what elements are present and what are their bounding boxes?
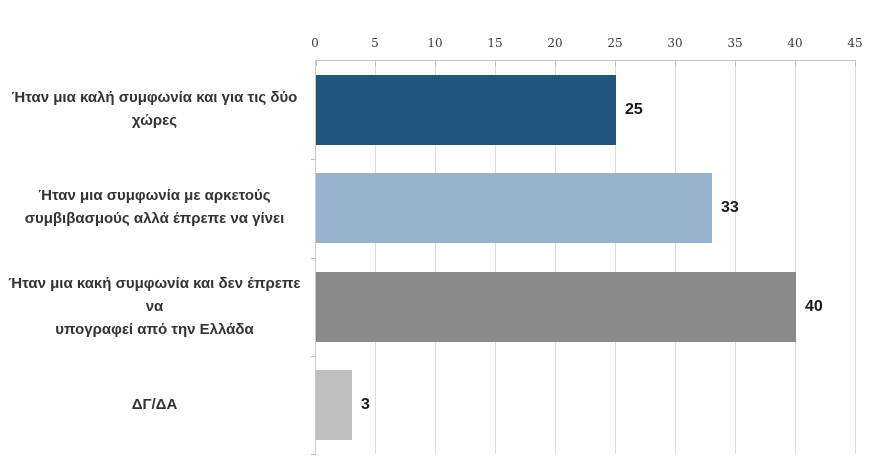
category-label-column: Ήταν μια καλή συμφωνία και για τις δύο χ… <box>0 60 309 453</box>
x-tick-label-10: 10 <box>427 36 443 50</box>
category-axis-tick-4 <box>311 454 316 455</box>
x-tick-label-35: 35 <box>727 36 743 50</box>
x-tick-mark-5 <box>375 61 376 66</box>
x-tick-mark-45 <box>855 61 856 66</box>
x-tick-mark-10 <box>435 61 436 66</box>
category-label-3: Ήταν μια κακή συμφωνία και δεν έπρεπε να… <box>8 274 301 338</box>
x-tick-mark-40 <box>795 61 796 66</box>
x-tick-label-40: 40 <box>787 36 803 50</box>
gridline-x-20 <box>555 61 556 454</box>
category-axis-tick-1 <box>311 159 316 160</box>
bar-1 <box>316 75 616 145</box>
category-label-1: Ήταν μια καλή συμφωνία και για τις δύο χ… <box>11 89 298 129</box>
gridline-x-40 <box>795 61 796 454</box>
gridline-x-45 <box>855 61 856 454</box>
x-tick-label-20: 20 <box>547 36 563 50</box>
x-tick-label-30: 30 <box>667 36 683 50</box>
x-tick-mark-0 <box>316 61 317 66</box>
x-tick-mark-20 <box>555 61 556 66</box>
gridline-x-15 <box>495 61 496 454</box>
x-axis-tick-labels: 0 5 10 15 20 25 30 35 40 45 <box>311 36 862 54</box>
x-tick-label-0: 0 <box>311 36 319 50</box>
x-tick-mark-35 <box>735 61 736 66</box>
category-axis-tick-3 <box>311 356 316 357</box>
x-tick-mark-15 <box>495 61 496 66</box>
bar-3 <box>316 272 796 342</box>
value-label-4: 3 <box>361 396 370 413</box>
x-tick-label-45: 45 <box>847 36 863 50</box>
category-axis-tick-2 <box>311 258 316 259</box>
gridline-x-10 <box>435 61 436 454</box>
gridline-x-5 <box>375 61 376 454</box>
x-tick-label-25: 25 <box>607 36 623 50</box>
bar-4 <box>316 370 352 440</box>
gridline-x-35 <box>735 61 736 454</box>
value-label-3: 40 <box>805 298 823 315</box>
value-label-1: 25 <box>625 101 643 118</box>
x-tick-mark-30 <box>675 61 676 66</box>
x-tick-label-15: 15 <box>487 36 503 50</box>
value-label-2: 33 <box>721 199 739 216</box>
x-tick-mark-25 <box>615 61 616 66</box>
plot-area: 25 33 40 3 <box>311 60 856 455</box>
category-label-4: ΔΓ/ΔΑ <box>131 395 178 413</box>
gridline-x-30 <box>675 61 676 454</box>
bar-2 <box>316 173 712 243</box>
x-tick-label-5: 5 <box>371 36 379 50</box>
category-label-2: Ήταν μια συμφωνία με αρκετούς συμβιβασμο… <box>24 187 285 227</box>
gridline-x-25 <box>615 61 616 454</box>
